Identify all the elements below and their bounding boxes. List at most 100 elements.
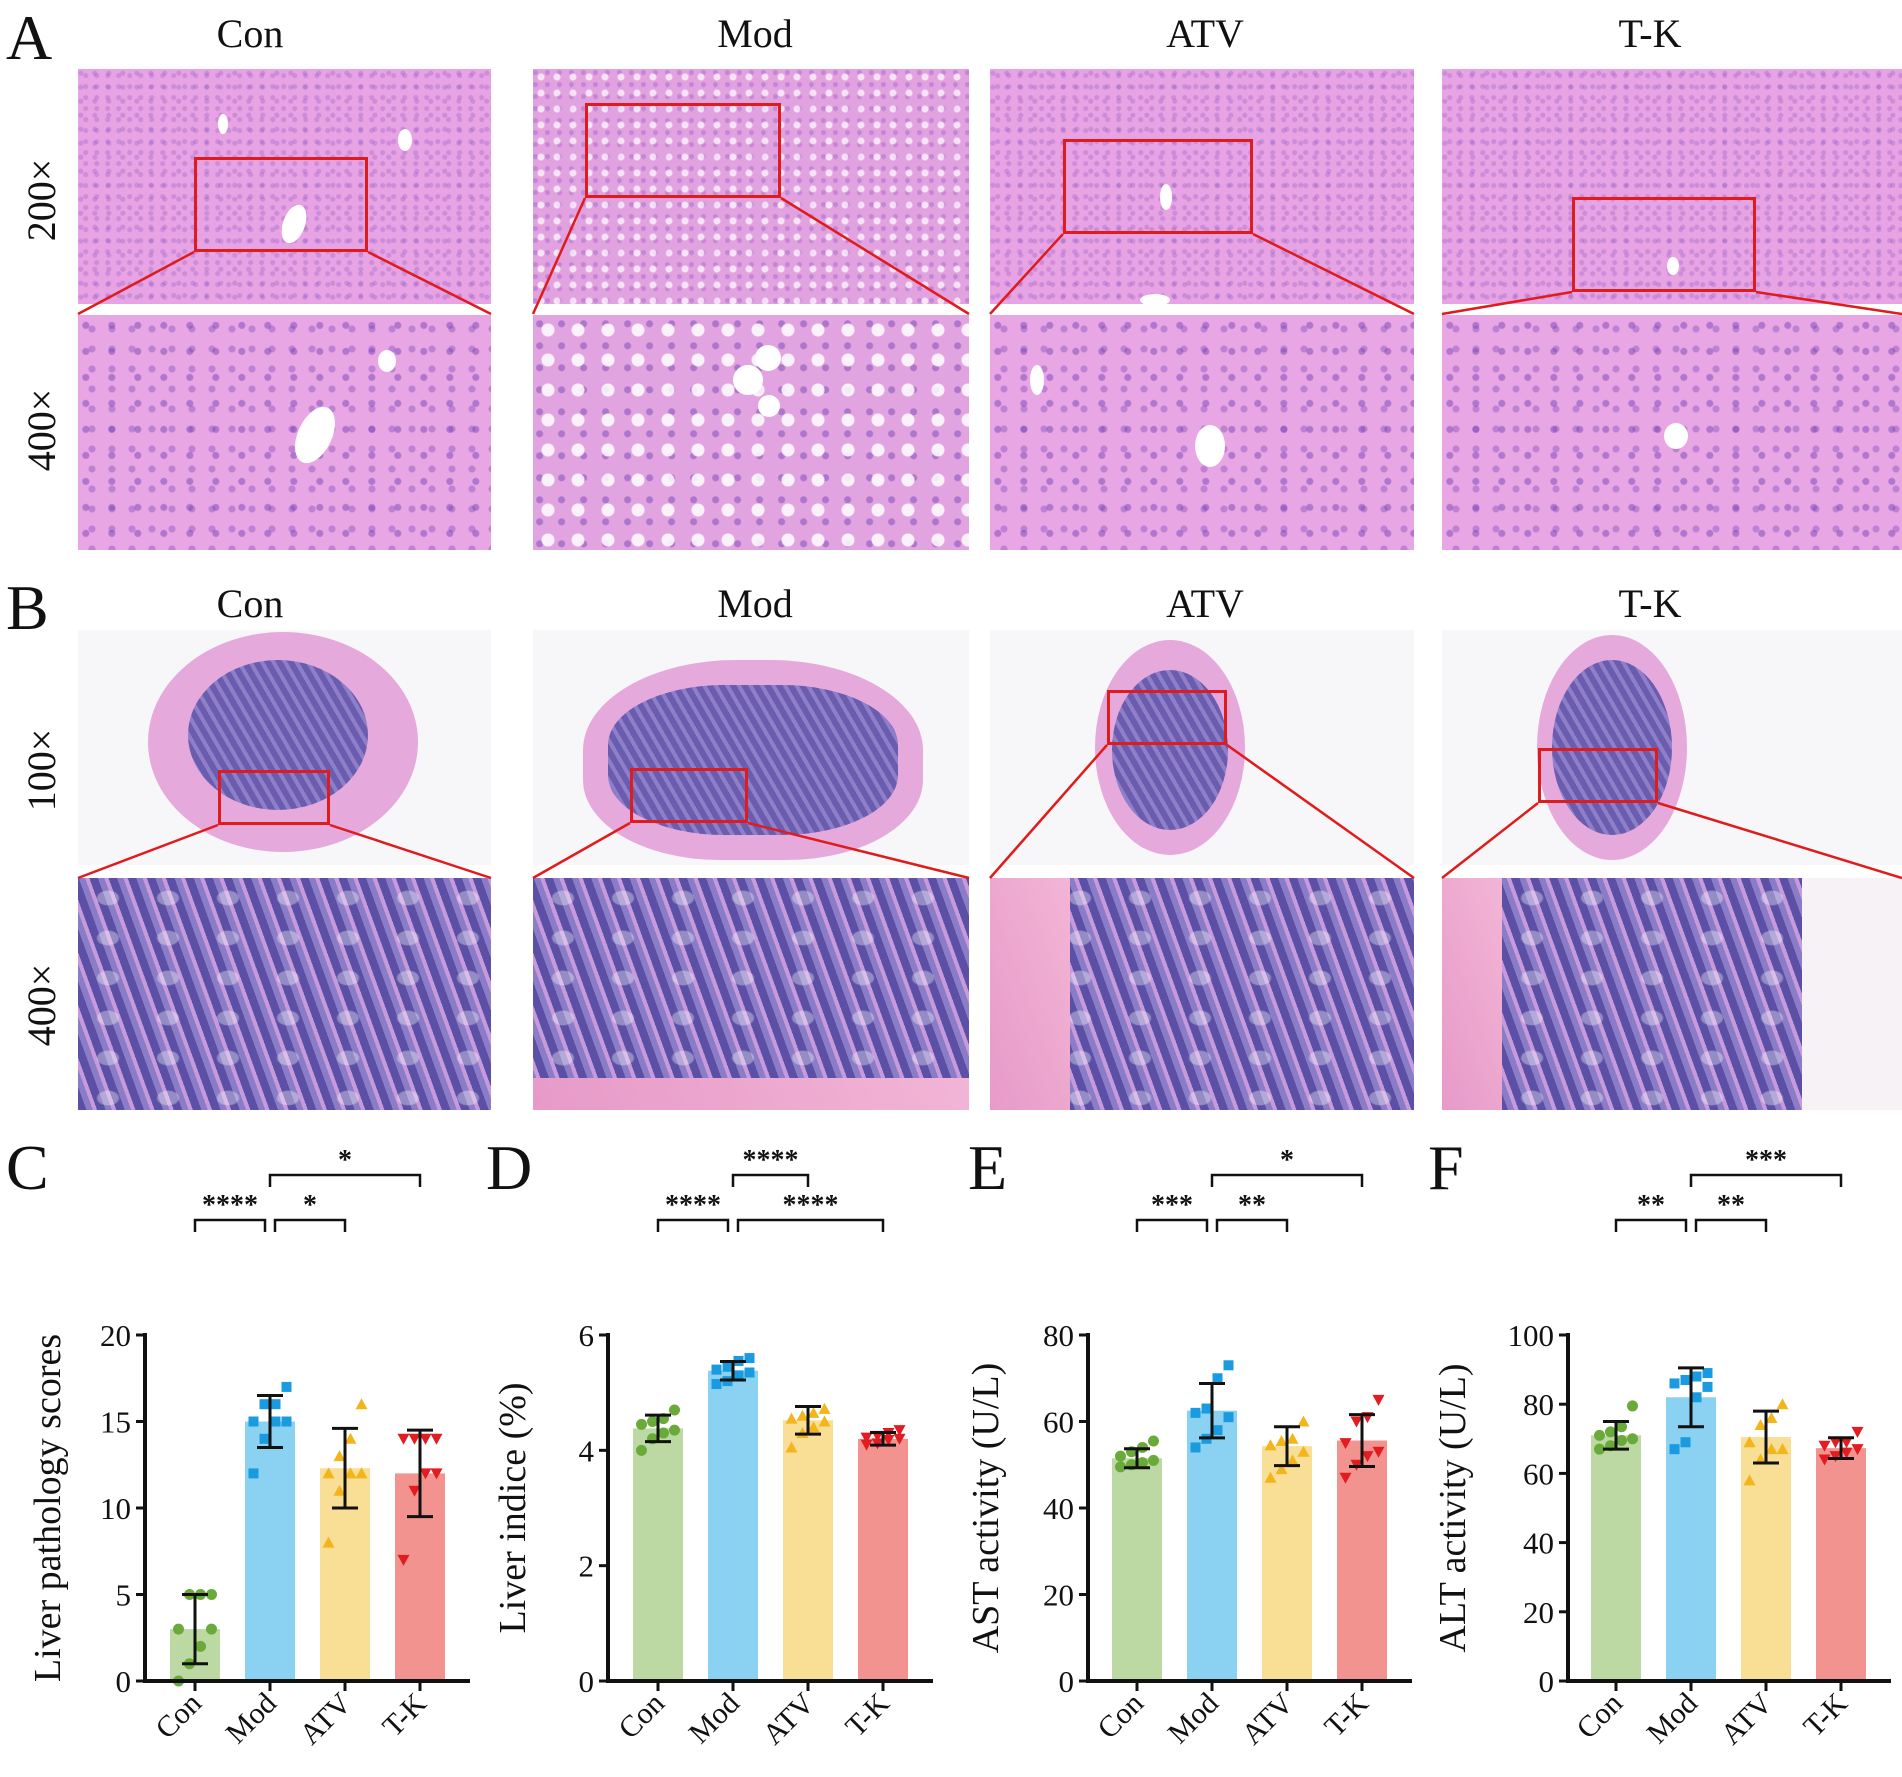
chart-ast-activity: 0 20 40 60 80 Con Mod ATV T-K AST activity (U/L) *… [965, 1145, 1412, 1751]
y-axis-label: Liver indice (%) [492, 1382, 534, 1633]
bar-mod [708, 1370, 758, 1681]
x-tick-label: Con [149, 1687, 208, 1746]
significance-label: *** [1151, 1190, 1193, 1221]
svg-text:6: 6 [579, 1318, 595, 1353]
zoom-region-box [1107, 690, 1227, 745]
panel-letter-b: B [6, 572, 49, 643]
zoom-region-box [585, 103, 781, 198]
svg-text:20: 20 [100, 1318, 131, 1353]
colon-mod-100x-image [533, 630, 969, 865]
svg-text:60: 60 [1523, 1456, 1554, 1491]
x-tick-label: Mod [683, 1687, 746, 1750]
chart-alt-activity: 0 20 40 60 80 100 Con Mod ATV T-K ALT activity (U/… [1432, 1145, 1891, 1751]
bar-atv [1262, 1446, 1312, 1681]
zoom-region-box [218, 770, 330, 825]
bar-con [633, 1428, 683, 1681]
colon-mod-400x-image [533, 878, 969, 1110]
svg-text:5: 5 [116, 1578, 132, 1613]
panel-letter-a: A [6, 2, 53, 73]
liver-mod-400x-image [533, 315, 969, 550]
colon-tk-100x-image [1442, 630, 1902, 865]
x-tick-label: T-K [839, 1686, 896, 1743]
significance-label: ** [1717, 1190, 1745, 1221]
significance-label: **** [783, 1190, 839, 1221]
panel-b-title-mod: Mod [717, 581, 793, 626]
zoom-region-box [194, 157, 368, 252]
svg-text:2: 2 [579, 1549, 595, 1584]
significance-label: ** [1238, 1190, 1266, 1221]
liver-tk-200x-image [1442, 69, 1902, 304]
x-tick-label: Con [612, 1687, 671, 1746]
liver-con-400x-image [78, 315, 491, 550]
panel-a-title-mod: Mod [717, 11, 793, 56]
panel-letter-c: C [6, 1132, 49, 1203]
x-tick-label: ATV [756, 1686, 821, 1751]
svg-text:40: 40 [1043, 1491, 1074, 1526]
x-tick-label: T-K [1318, 1686, 1375, 1743]
colon-tk-400x-image [1442, 878, 1902, 1110]
colon-con-100x-image [78, 630, 491, 865]
panel-a-row-label-400x: 400× [19, 388, 64, 472]
svg-text:20: 20 [1043, 1578, 1074, 1613]
x-tick-label: Mod [1641, 1687, 1704, 1750]
y-axis-label: AST activity (U/L) [965, 1363, 1007, 1654]
svg-text:0: 0 [116, 1664, 132, 1699]
panel-letter-d: D [486, 1132, 533, 1203]
svg-text:0: 0 [1539, 1664, 1555, 1699]
panel-a-title-tk: T-K [1618, 11, 1682, 56]
svg-text:40: 40 [1523, 1526, 1554, 1561]
svg-text:0: 0 [579, 1664, 595, 1699]
svg-text:60: 60 [1043, 1405, 1074, 1440]
liver-atv-200x-image [990, 69, 1414, 304]
panel-b-row-label-400x: 400× [19, 963, 64, 1047]
svg-text:15: 15 [100, 1405, 131, 1440]
significance-label: * [338, 1145, 352, 1176]
zoom-region-box [630, 768, 748, 823]
chart-liver-indice: 0 2 4 6 Con Mod ATV T-K Liver indice (%) **** ****… [492, 1145, 933, 1751]
bar-t-k [1816, 1448, 1866, 1681]
svg-text:80: 80 [1043, 1318, 1074, 1353]
svg-text:100: 100 [1508, 1318, 1555, 1353]
svg-text:0: 0 [1059, 1664, 1075, 1699]
svg-text:80: 80 [1523, 1387, 1554, 1422]
panel-a-title-con: Con [216, 11, 284, 56]
panel-b-row-label-100x: 100× [19, 728, 64, 812]
chart-liver-pathology-scores: 0 5 10 15 20 Con Mod ATV T-K Liver pathology scor… [27, 1145, 470, 1751]
x-tick-label: Con [1570, 1687, 1629, 1746]
zoom-region-box [1538, 748, 1658, 803]
y-axis-label: ALT activity (U/L) [1432, 1363, 1474, 1652]
significance-label: ** [1637, 1190, 1665, 1221]
svg-text:4: 4 [579, 1433, 595, 1468]
bar-mod [1187, 1410, 1237, 1681]
x-tick-label: Con [1091, 1687, 1150, 1746]
liver-tk-400x-image [1442, 315, 1902, 550]
significance-label: **** [202, 1190, 258, 1221]
panel-letter-e: E [968, 1132, 1008, 1203]
colon-atv-400x-image [990, 878, 1414, 1110]
significance-label: * [1280, 1145, 1294, 1176]
bar-atv [1741, 1437, 1791, 1681]
significance-label: **** [743, 1145, 799, 1176]
bar-t-k [858, 1438, 908, 1681]
bar-atv [783, 1420, 833, 1681]
x-tick-label: Mod [220, 1687, 283, 1750]
bar-con [1591, 1435, 1641, 1681]
significance-label: * [303, 1190, 317, 1221]
liver-atv-400x-image [990, 315, 1414, 550]
x-tick-label: ATV [1235, 1686, 1300, 1751]
zoom-region-box [1572, 197, 1756, 292]
colon-atv-100x-image [990, 630, 1414, 865]
significance-label: *** [1745, 1145, 1787, 1176]
x-tick-label: Mod [1162, 1687, 1225, 1750]
bar-con [1112, 1458, 1162, 1681]
panel-b-title-tk: T-K [1618, 581, 1682, 626]
liver-con-200x-image [78, 69, 491, 304]
panel-letter-f: F [1428, 1132, 1464, 1203]
colon-con-400x-image [78, 878, 491, 1110]
bar-mod [1666, 1397, 1716, 1681]
bar-mod [245, 1421, 295, 1681]
svg-text:10: 10 [100, 1491, 131, 1526]
panel-a-row-label-200x: 200× [19, 158, 64, 242]
x-tick-label: ATV [1714, 1686, 1779, 1751]
panel-b-title-atv: ATV [1166, 581, 1244, 626]
